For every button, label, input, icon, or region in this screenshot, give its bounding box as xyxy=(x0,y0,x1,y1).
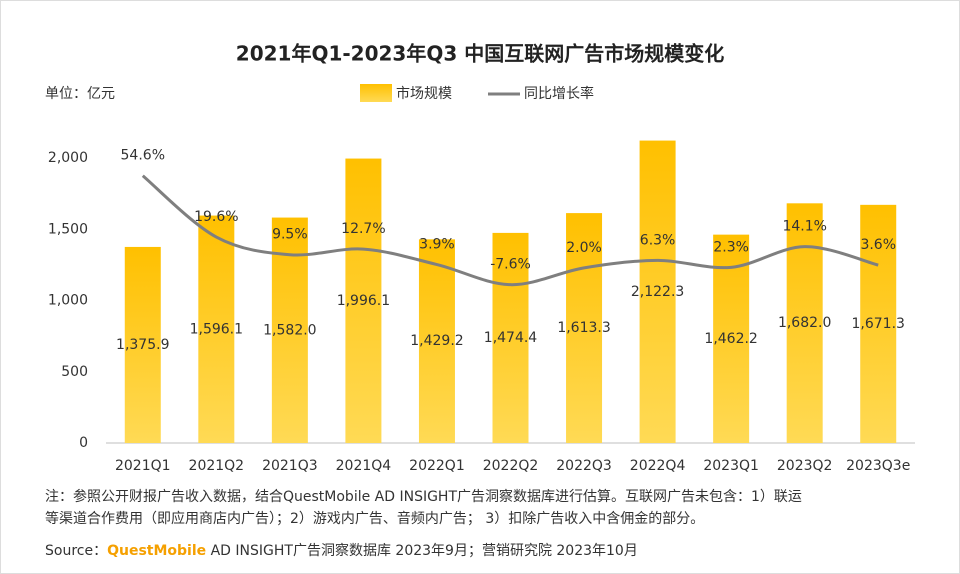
note: 等渠道合作费用（即应用商店内广告）；2）游戏内广告、音频内广告； 3）扣除广告收… xyxy=(45,510,704,527)
data-label: 1,462.2 xyxy=(704,331,757,347)
line xyxy=(141,174,879,287)
x-tick-label: 2022Q3 xyxy=(556,458,612,474)
source-brand: QuestMobile xyxy=(107,543,206,559)
bar xyxy=(124,246,161,443)
data-label: 14.1% xyxy=(782,219,826,235)
x-tick-label: 2021Q4 xyxy=(336,458,392,474)
data-label: 1,613.3 xyxy=(557,320,610,336)
data-label: 6.3% xyxy=(640,232,676,248)
bar xyxy=(198,215,235,443)
y-tick-label: 1,000 xyxy=(48,293,88,309)
x-tick-label: 2022Q1 xyxy=(409,458,465,474)
y-tick-label: 1,500 xyxy=(48,221,88,237)
data-label: 2,122.3 xyxy=(631,284,684,300)
data-label: -7.6% xyxy=(490,257,531,273)
data-label: 1,682.0 xyxy=(778,315,831,331)
chart-title: 2021年Q1-2023年Q3 中国互联网广告市场规模变化 xyxy=(236,42,724,66)
data-label: 1,429.2 xyxy=(410,333,463,349)
x-tick-label: 2023Q1 xyxy=(703,458,759,474)
unit-label: 单位：亿元 xyxy=(45,86,115,102)
source-part: AD INSIGHT广告洞察数据库 2023年9月；营销研究院 2023年10月 xyxy=(206,542,638,559)
y-tick-label: 2,000 xyxy=(48,150,88,166)
source-part: Source： xyxy=(45,543,107,559)
x-tick-label: 2021Q2 xyxy=(189,458,245,474)
bar xyxy=(566,213,603,443)
data-label: 9.5% xyxy=(272,227,308,243)
data-label: 1,671.3 xyxy=(852,316,905,332)
data-label: 1,474.4 xyxy=(484,330,538,346)
legend-label: 市场规模 xyxy=(396,85,452,102)
legend-label: 同比增长率 xyxy=(524,85,594,102)
bar xyxy=(713,234,750,443)
data-label: 3.9% xyxy=(419,237,455,253)
bar xyxy=(345,158,382,443)
data-label: 2.0% xyxy=(566,240,602,256)
x-tick-label: 2023Q3e xyxy=(846,458,910,474)
data-label: 1,375.9 xyxy=(116,337,169,353)
bar xyxy=(418,239,455,443)
data-label: 54.6% xyxy=(121,148,165,164)
bar xyxy=(860,204,897,443)
data-label: 1,996.1 xyxy=(337,293,390,309)
x-tick-label: 2023Q2 xyxy=(777,458,833,474)
bar xyxy=(492,232,529,443)
legend-swatch xyxy=(360,84,392,102)
data-label: 1,596.1 xyxy=(190,321,243,337)
x-tick-label: 2022Q4 xyxy=(630,458,686,474)
y-tick-label: 0 xyxy=(79,435,88,451)
data-label: 12.7% xyxy=(341,221,385,237)
x-tick-label: 2021Q1 xyxy=(115,458,171,474)
x-tick-label: 2022Q2 xyxy=(483,458,539,474)
y-tick-label: 500 xyxy=(61,364,88,380)
data-label: 19.6% xyxy=(194,209,238,225)
data-label: 3.6% xyxy=(860,237,896,253)
data-label: 1,582.0 xyxy=(263,322,316,338)
bar xyxy=(786,203,823,443)
source: Source：QuestMobile AD INSIGHT广告洞察数据库 202… xyxy=(45,542,638,559)
data-label: 2.3% xyxy=(713,239,749,255)
bar xyxy=(639,140,676,443)
note: 注：参照公开财报广告收入数据，结合QuestMobile AD INSIGHT广… xyxy=(45,488,802,505)
x-tick-label: 2021Q3 xyxy=(262,458,318,474)
